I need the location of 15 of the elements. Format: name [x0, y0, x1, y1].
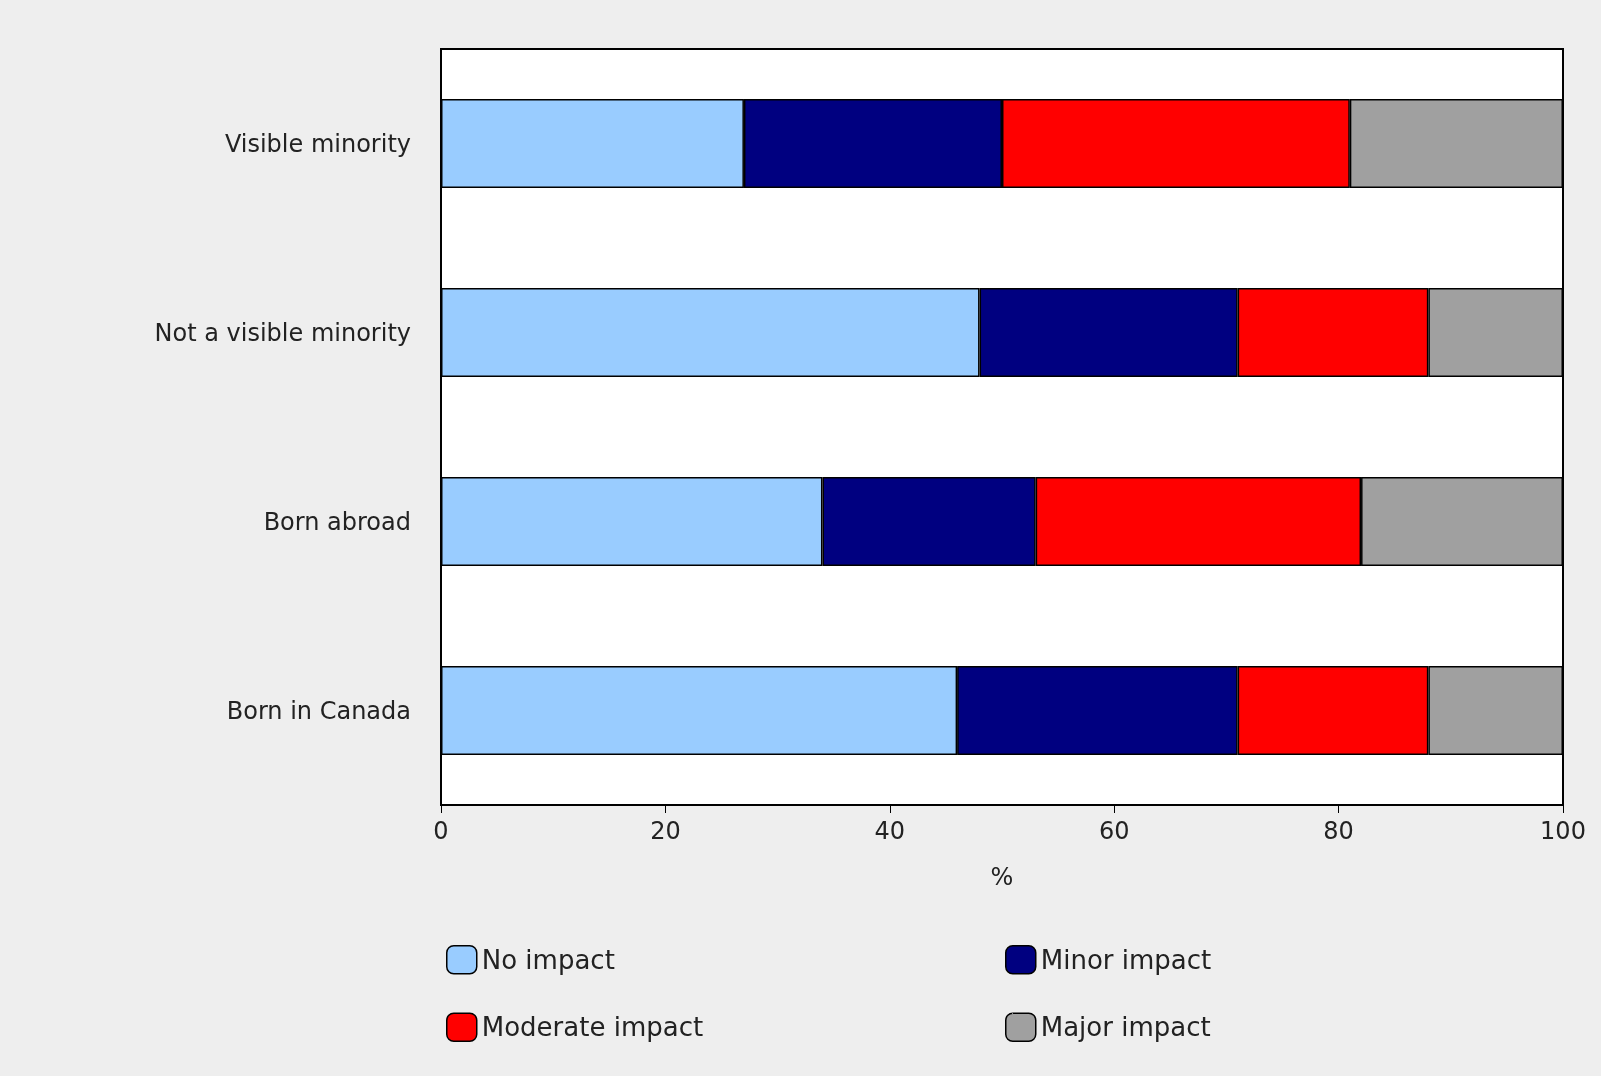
y-tick-label: Born in Canada — [226, 696, 411, 725]
x-tick-label: 100 — [1540, 817, 1586, 845]
x-tick-label: 60 — [1098, 817, 1130, 845]
legend-label: Moderate impact — [481, 1012, 704, 1043]
x-axis-title: % — [990, 863, 1014, 891]
legend-label: Minor impact — [1040, 944, 1212, 975]
x-tick-label: 0 — [433, 817, 449, 845]
x-tick-label: 80 — [1323, 817, 1354, 845]
x-tick-label: 40 — [874, 817, 906, 845]
y-tick-label: Not a visible minority — [154, 318, 411, 347]
legend-label: No impact — [481, 944, 615, 975]
y-tick-label: Born abroad — [263, 507, 411, 536]
x-tick-label: 20 — [650, 817, 681, 845]
y-tick-label: Visible minority — [224, 129, 411, 158]
legend-label: Major impact — [1040, 1012, 1211, 1043]
